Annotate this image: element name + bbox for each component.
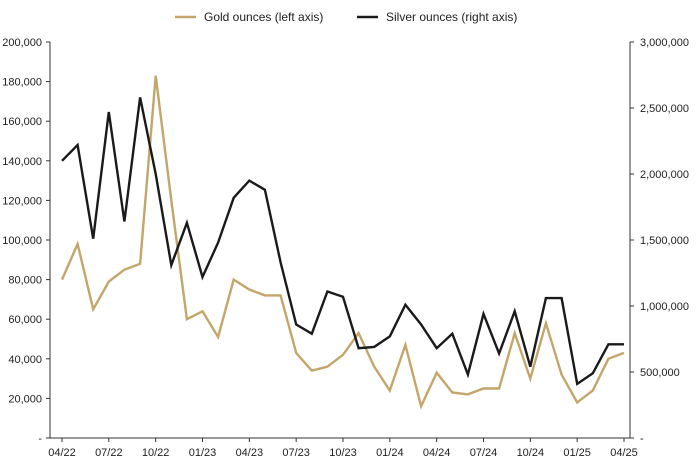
x-tick-label: 10/22 [142,447,170,459]
x-tick-label: 01/25 [563,447,591,459]
x-tick-label: 07/24 [470,447,498,459]
left-tick-label: - [38,433,42,445]
axes: - 20,000 40,000 60,000 80,000 100,000 120,000 1… [2,37,689,459]
left-tick-label: 100,000 [2,235,42,247]
left-tick-label: 20,000 [8,393,42,405]
x-tick-label: 10/24 [517,447,545,459]
x-tick-label: 04/25 [610,447,638,459]
plot-lines [60,75,625,410]
legend-label-gold: Gold ounces (left axis) [204,10,323,24]
gold-series-line [60,75,625,410]
left-tick-label: 200,000 [2,37,42,49]
left-tick-label: 160,000 [2,116,42,128]
right-tick-label: 1,000,000 [640,301,689,313]
right-tick-label: 1,500,000 [640,235,689,247]
right-tick-label: 500,000 [640,367,680,379]
left-tick-label: 140,000 [2,156,42,168]
x-tick-label: 04/24 [423,447,451,459]
x-tick-label: 07/22 [95,447,123,459]
x-tick-label: 01/24 [376,447,404,459]
left-tick-label: 120,000 [2,195,42,207]
left-tick-label: 80,000 [8,275,42,287]
right-tick-label: - [640,433,644,445]
legend: Gold ounces (left axis) Silver ounces (r… [175,10,517,24]
left-tick-label: 40,000 [8,354,42,366]
x-tick-label: 04/22 [48,447,76,459]
silver-series-line [61,97,624,386]
left-tick-label: 60,000 [8,314,42,326]
x-tick-label: 10/23 [329,447,357,459]
right-tick-label: 2,000,000 [640,169,689,181]
left-tick-label: 180,000 [2,77,42,89]
right-tick-label: 2,500,000 [640,103,689,115]
right-tick-label: 3,000,000 [640,37,689,49]
x-tick-label: 04/23 [236,447,264,459]
x-tick-label: 01/23 [189,447,217,459]
x-tick-label: 07/23 [282,447,310,459]
legend-label-silver: Silver ounces (right axis) [386,10,517,24]
